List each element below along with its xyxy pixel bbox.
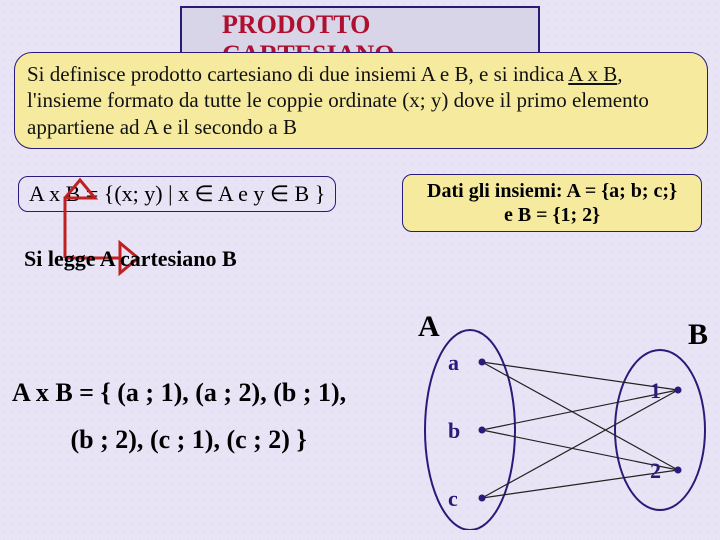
formula-box: A x B = {(x; y) | x ∈ A e y ∈ B } xyxy=(18,176,336,212)
elem-a: a xyxy=(448,350,459,376)
enum-p6: (c ; 2) } xyxy=(226,425,306,454)
enum-p3: (b ; 1), xyxy=(273,378,346,407)
enumeration: A x B = { (a ; 1), (a ; 2), (b ; 1), (b … xyxy=(12,370,346,464)
elem-b: b xyxy=(448,418,460,444)
enum-p4: (b ; 2), xyxy=(71,425,144,454)
enum-p5: (c ; 1), xyxy=(150,425,220,454)
given-line1: Dati gli insiemi: A = {a; b; c;} xyxy=(411,179,693,203)
elem-2: 2 xyxy=(650,458,661,484)
given-line2: e B = {1; 2} xyxy=(411,203,693,227)
formula-text: A x B = {(x; y) | x ∈ A e y ∈ B } xyxy=(29,181,325,206)
def-part1: Si definisce prodotto cartesiano di due … xyxy=(27,62,568,86)
enum-p2: (a ; 2), xyxy=(195,378,266,407)
venn-diagram: a b c 1 2 xyxy=(410,300,710,530)
given-sets-box: Dati gli insiemi: A = {a; b; c;} e B = {… xyxy=(402,174,702,232)
elem-1: 1 xyxy=(650,378,661,404)
definition-box: Si definisce prodotto cartesiano di due … xyxy=(14,52,708,149)
elem-c: c xyxy=(448,486,458,512)
enum-p1: (a ; 1), xyxy=(117,378,188,407)
legend-text: Si legge A cartesiano B xyxy=(24,246,237,272)
enum-prefix: A x B = { xyxy=(12,378,111,407)
def-axb: A x B xyxy=(568,62,617,86)
